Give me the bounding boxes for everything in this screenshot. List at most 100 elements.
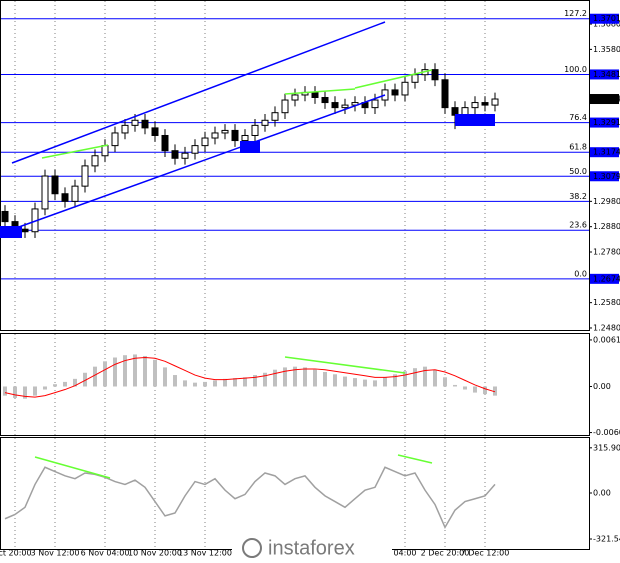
price-box <box>590 69 619 80</box>
candle-body <box>371 99 379 109</box>
histogram-bar <box>23 386 27 399</box>
y-tick-label: 0.0061 <box>593 335 620 344</box>
y-tick-label: -321.5470 <box>593 534 620 543</box>
y-tick-label: 0.00 <box>593 382 611 391</box>
histogram-bar <box>183 380 187 387</box>
candle-body <box>331 102 339 109</box>
divergence-line <box>284 356 406 374</box>
candle-body <box>131 119 139 126</box>
x-tick-label: ct 20:00 <box>0 549 32 558</box>
candle-body <box>381 89 389 101</box>
candle-body <box>471 102 479 109</box>
candle-body <box>1 210 9 223</box>
y-tick-label: -0.00604 <box>593 428 620 437</box>
y-tick-label: 315.9023 <box>593 443 620 452</box>
x-tick-label: 7 Dec 12:00 <box>461 549 510 558</box>
x-tick-label: 13 Nov 12:00 <box>178 549 232 558</box>
y-tick-label: 0.00 <box>593 489 611 498</box>
histogram-bar <box>93 366 97 387</box>
watermark: instaforex <box>268 537 355 559</box>
candle-body <box>81 165 89 187</box>
fib-label: 23.6 <box>569 221 587 230</box>
candle-body <box>251 124 259 136</box>
watermark-bg <box>232 536 392 560</box>
x-tick-label: 10 Nov 20:00 <box>128 549 182 558</box>
histogram-bar <box>363 379 367 387</box>
x-tick-label: 04:00 <box>393 549 416 558</box>
candle-body <box>311 91 319 98</box>
candle-body <box>191 145 199 154</box>
y-tick-label: 1.2780 <box>593 247 620 256</box>
y-tick-label: 1.2580 <box>593 298 620 307</box>
candle-body <box>91 155 99 167</box>
histogram-bar <box>193 382 197 387</box>
histogram-bar <box>483 386 487 395</box>
fib-label: 127.2 <box>564 9 587 18</box>
histogram-bar <box>113 357 117 387</box>
histogram-bar <box>403 371 407 387</box>
zone-box <box>0 226 22 238</box>
histogram-bar <box>393 374 397 387</box>
price-box-label: 1.3701 <box>593 14 620 23</box>
candle-body <box>231 129 239 142</box>
histogram-bar <box>233 378 237 387</box>
price-box <box>590 171 619 182</box>
histogram-bar <box>333 374 337 387</box>
histogram-bar <box>473 386 477 393</box>
candle-body <box>271 112 279 121</box>
y-tick-label: 1.2980 <box>593 197 620 206</box>
candle-body <box>321 96 329 104</box>
histogram-bar <box>53 384 57 387</box>
histogram-bar <box>453 384 457 387</box>
histogram-bar <box>353 378 357 387</box>
candle-body <box>201 137 209 147</box>
price-box <box>590 13 619 24</box>
candle-body <box>441 79 449 109</box>
histogram-bar <box>43 386 47 390</box>
y-tick-label: 1.2880 <box>593 222 620 231</box>
histogram-bar <box>83 372 87 387</box>
candle-body <box>161 134 169 152</box>
divergence-line <box>397 454 433 464</box>
histogram-bar <box>173 375 177 387</box>
price-box <box>590 273 619 284</box>
candle-body <box>121 124 129 134</box>
histogram-bar <box>293 366 297 387</box>
candle-body <box>221 129 229 134</box>
candle-body <box>261 119 269 126</box>
histogram-bar <box>223 378 227 387</box>
price-box <box>590 147 619 158</box>
channel-upper <box>11 21 386 164</box>
candle-body <box>21 228 29 233</box>
histogram-bar <box>103 361 107 387</box>
histogram-bar <box>133 354 137 387</box>
histogram-bar <box>263 372 267 387</box>
main-frame <box>0 0 590 331</box>
candle-body <box>291 94 299 101</box>
fib-label: 50.0 <box>569 167 587 176</box>
price-box-label: 1.3174 <box>593 148 620 157</box>
histogram-bar <box>443 377 447 387</box>
histogram-bar <box>3 386 7 396</box>
fib-label: 0.0 <box>574 269 587 278</box>
price-box-label: 1.3079 <box>593 172 620 181</box>
histogram-bar <box>253 375 257 387</box>
histogram-bar <box>213 380 217 387</box>
candle-body <box>181 152 189 159</box>
candle-body <box>61 193 69 202</box>
price-box-label: 1.3291 <box>593 118 620 127</box>
cci-line <box>4 466 496 529</box>
candle-body <box>41 175 49 210</box>
channel-lower <box>4 94 386 233</box>
candle-body <box>71 185 79 202</box>
histogram-bar <box>13 386 17 398</box>
fib-label: 100.0 <box>564 65 587 74</box>
histogram-bar <box>423 366 427 387</box>
y-tick-label: 1.3680 <box>593 20 620 29</box>
divergence-line <box>284 88 356 95</box>
watermark-icon <box>242 538 262 558</box>
histogram-bar <box>203 381 207 387</box>
current-price-box <box>590 94 619 105</box>
